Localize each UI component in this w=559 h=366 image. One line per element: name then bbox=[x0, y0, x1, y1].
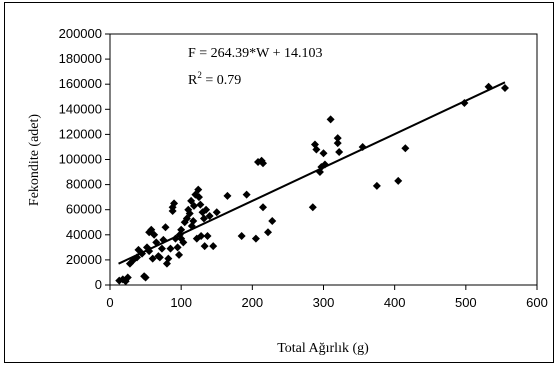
y-axis-title: Fekondite (adet) bbox=[27, 114, 42, 206]
data-point bbox=[308, 203, 317, 212]
data-point bbox=[484, 82, 493, 91]
data-point bbox=[202, 205, 211, 214]
data-point bbox=[155, 253, 164, 262]
data-point bbox=[401, 144, 410, 153]
data-point bbox=[185, 209, 194, 218]
data-point bbox=[157, 244, 166, 253]
r-squared-value: = 0.79 bbox=[202, 73, 241, 88]
data-point bbox=[189, 201, 198, 210]
equation-annotation: F = 264.39*W + 14.103 bbox=[188, 46, 323, 61]
data-point bbox=[133, 253, 142, 262]
data-point bbox=[141, 273, 150, 282]
data-point bbox=[123, 273, 132, 282]
data-point bbox=[237, 232, 246, 241]
x-tick-label: 600 bbox=[526, 295, 548, 310]
data-point bbox=[164, 254, 173, 263]
data-point bbox=[194, 185, 203, 194]
data-point bbox=[148, 254, 157, 263]
data-point bbox=[170, 199, 179, 208]
data-point bbox=[335, 147, 344, 156]
data-point bbox=[263, 228, 272, 237]
data-point bbox=[209, 242, 218, 251]
y-tick-label: 80000 bbox=[66, 177, 102, 192]
data-point bbox=[177, 225, 186, 234]
data-point bbox=[161, 223, 170, 232]
data-point bbox=[268, 216, 277, 225]
chart-frame bbox=[4, 2, 554, 363]
data-point bbox=[194, 193, 203, 202]
data-point bbox=[150, 230, 159, 239]
trendline bbox=[118, 81, 506, 265]
data-point bbox=[319, 149, 328, 158]
data-point bbox=[326, 115, 335, 124]
data-point bbox=[166, 244, 175, 253]
data-point bbox=[333, 134, 342, 143]
x-tick-label: 500 bbox=[455, 295, 477, 310]
y-tick-label: 60000 bbox=[66, 202, 102, 217]
data-point bbox=[145, 247, 154, 256]
y-tick-label: 0 bbox=[95, 277, 102, 292]
y-tick-label: 140000 bbox=[59, 101, 102, 116]
x-tick-label: 300 bbox=[313, 295, 335, 310]
data-point bbox=[179, 238, 188, 247]
y-tick-label: 200000 bbox=[59, 26, 102, 41]
data-point bbox=[205, 211, 214, 220]
data-point bbox=[251, 234, 260, 243]
data-point bbox=[152, 238, 161, 247]
data-point bbox=[223, 191, 232, 200]
data-point bbox=[358, 142, 367, 151]
data-point bbox=[159, 235, 168, 244]
x-tick-label: 100 bbox=[170, 295, 192, 310]
x-tick-label: 200 bbox=[241, 295, 263, 310]
data-point bbox=[200, 242, 209, 251]
y-tick-label: 100000 bbox=[59, 152, 102, 167]
data-point bbox=[175, 250, 184, 259]
x-tick-label: 0 bbox=[106, 295, 113, 310]
y-tick-label: 160000 bbox=[59, 76, 102, 91]
y-tick-label: 120000 bbox=[59, 126, 102, 141]
data-point bbox=[312, 145, 321, 154]
data-point bbox=[168, 206, 177, 215]
r-squared-prefix: R bbox=[188, 73, 198, 88]
r-squared-annotation: R2 = 0.79 bbox=[188, 70, 241, 88]
data-point bbox=[171, 234, 180, 243]
x-axis-title: Total Ağırlık (g) bbox=[277, 341, 369, 356]
data-point bbox=[259, 159, 268, 168]
data-point bbox=[460, 99, 469, 108]
data-point bbox=[333, 139, 342, 148]
data-point bbox=[189, 216, 198, 225]
data-point bbox=[500, 83, 509, 92]
y-tick-label: 40000 bbox=[66, 227, 102, 242]
data-point bbox=[199, 214, 208, 223]
data-point bbox=[394, 176, 403, 185]
data-point bbox=[372, 181, 381, 190]
data-point bbox=[212, 208, 221, 217]
data-point bbox=[242, 190, 251, 199]
data-point bbox=[173, 243, 182, 252]
y-tick-label: 20000 bbox=[66, 252, 102, 267]
data-point bbox=[196, 200, 205, 209]
data-point bbox=[320, 160, 329, 169]
y-tick-label: 180000 bbox=[59, 51, 102, 66]
data-point bbox=[203, 232, 212, 241]
r-squared-exponent: 2 bbox=[197, 70, 202, 80]
x-tick-label: 400 bbox=[384, 295, 406, 310]
data-point bbox=[197, 232, 206, 241]
data-point bbox=[138, 249, 147, 258]
data-point bbox=[259, 203, 268, 212]
